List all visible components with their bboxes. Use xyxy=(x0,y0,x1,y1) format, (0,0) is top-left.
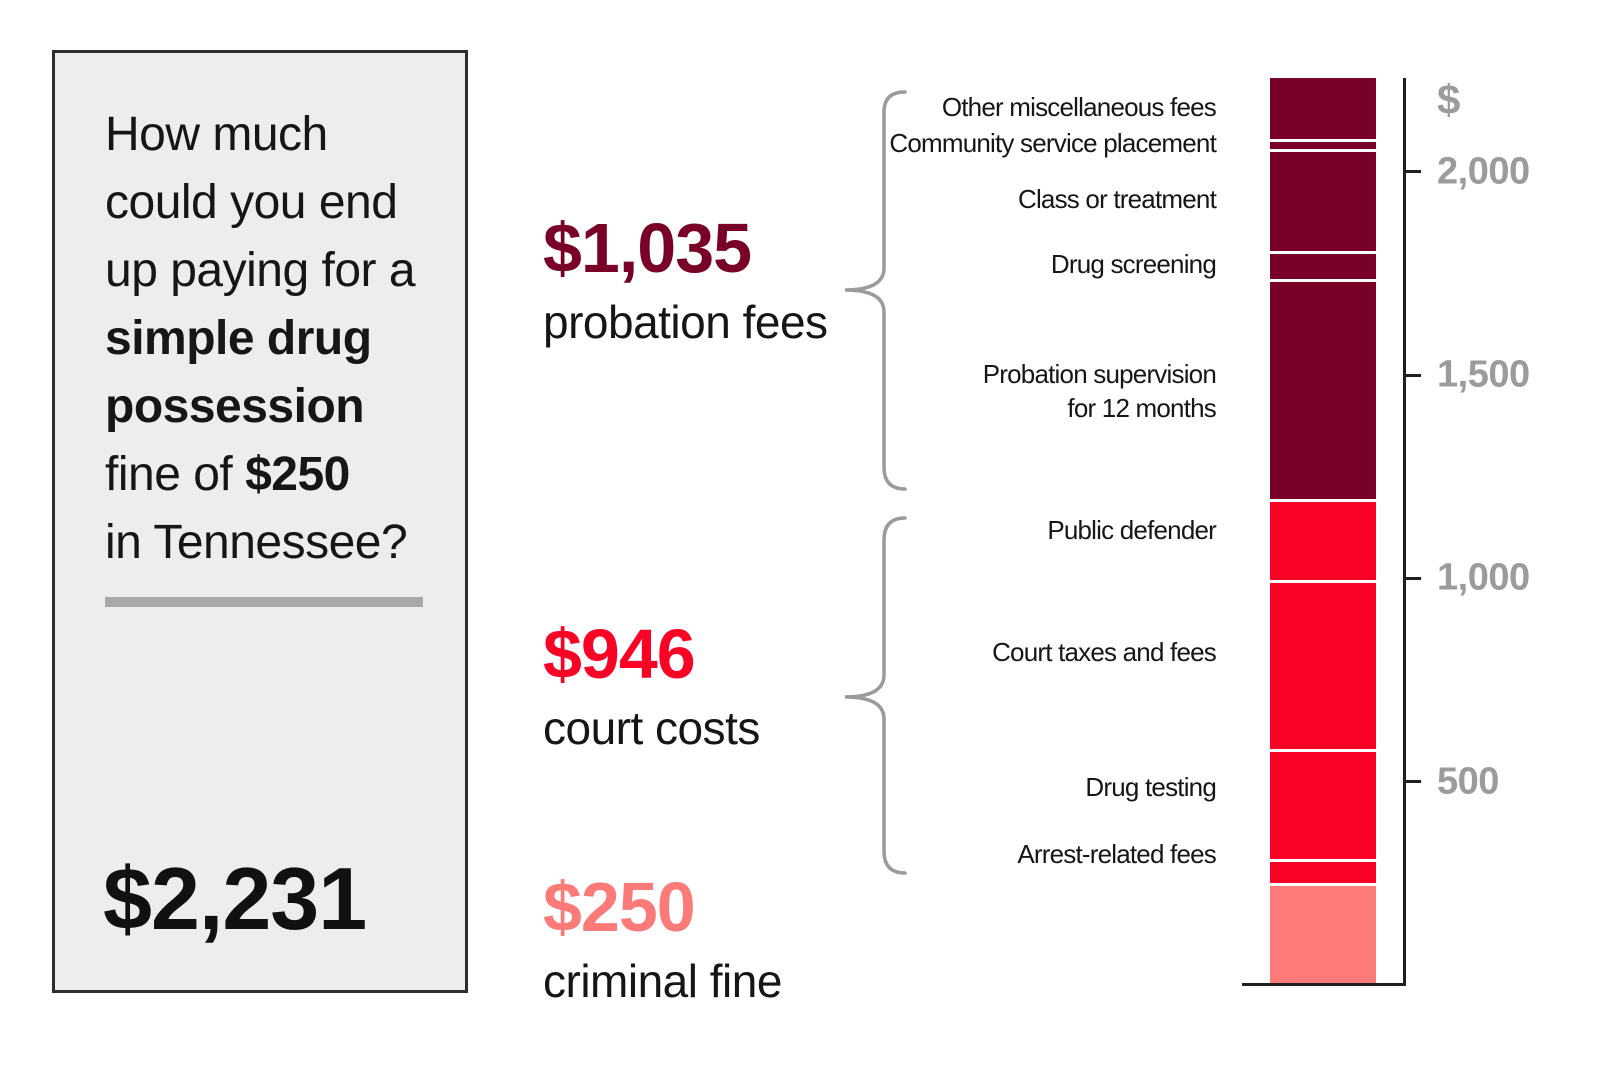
question-line: fine of $250 xyxy=(105,441,415,509)
question-fine-of: fine of xyxy=(105,448,246,501)
segment-label: Other miscellaneous fees xyxy=(941,92,1217,123)
fine-amount: $250 xyxy=(543,868,696,946)
court-amount: $946 xyxy=(543,615,696,693)
probation-label: probation fees xyxy=(543,296,828,348)
question-text: How much could you end up paying for a s… xyxy=(105,101,416,577)
axis-tick-label: 1,000 xyxy=(1437,556,1530,599)
bar-segment xyxy=(1270,858,1376,884)
segment-label: Arrest-related fees xyxy=(1017,839,1216,870)
divider-rule xyxy=(105,597,423,607)
probation-amount: $1,035 xyxy=(543,209,752,287)
segment-label: Community service placement xyxy=(889,128,1216,159)
axis-currency-symbol: $ xyxy=(1437,76,1461,123)
axis-tick xyxy=(1403,780,1421,784)
fine-label: criminal fine xyxy=(543,955,782,1007)
axis-tick-label: 500 xyxy=(1437,760,1499,803)
axis-tick-label: 2,000 xyxy=(1437,150,1530,193)
axis-tick xyxy=(1403,170,1421,174)
segment-label: Drug testing xyxy=(1085,772,1216,803)
axis-tick xyxy=(1403,576,1421,580)
question-fine-amount: $250 xyxy=(245,448,350,501)
question-line: up paying for a xyxy=(105,244,416,297)
bar-segment xyxy=(1270,883,1376,985)
legend-item-probation-fees: $1,035 probation fees xyxy=(543,213,828,345)
court-label: court costs xyxy=(543,702,760,754)
bar-segment xyxy=(1270,250,1376,280)
question-line: in Tennessee? xyxy=(105,516,408,569)
probation-brace-icon xyxy=(844,90,907,491)
axis-tick-label: 1,500 xyxy=(1437,353,1530,396)
legend-item-court-costs: $946 court costs xyxy=(543,619,760,751)
segment-label: Court taxes and fees xyxy=(992,636,1217,667)
bar-segment xyxy=(1270,149,1376,251)
value-axis-line xyxy=(1403,78,1406,986)
axis-tick xyxy=(1403,373,1421,377)
total-amount: $2,231 xyxy=(103,849,367,948)
bar-segment xyxy=(1270,498,1376,581)
bar-segment xyxy=(1270,580,1376,750)
segment-label: Probation supervision for 12 months xyxy=(982,359,1217,423)
question-panel: How much could you end up paying for a s… xyxy=(52,50,468,993)
stacked-bar xyxy=(1270,78,1376,985)
segment-label: Public defender xyxy=(1047,515,1216,546)
question-line-bold: possession xyxy=(105,380,365,433)
bar-segment xyxy=(1270,749,1376,859)
legend-item-criminal-fine: $250 criminal fine xyxy=(543,872,782,1004)
segment-label: Class or treatment xyxy=(1017,184,1217,215)
segment-label: Drug screening xyxy=(1050,249,1217,280)
court-brace-icon xyxy=(844,516,907,875)
bar-segment xyxy=(1270,279,1376,499)
axis-baseline xyxy=(1242,983,1406,986)
bar-segment xyxy=(1270,78,1376,139)
question-line-bold: simple drug xyxy=(105,312,372,365)
question-line: could you end xyxy=(105,176,398,229)
bar-segment xyxy=(1270,138,1376,150)
question-line: How much xyxy=(105,108,328,161)
